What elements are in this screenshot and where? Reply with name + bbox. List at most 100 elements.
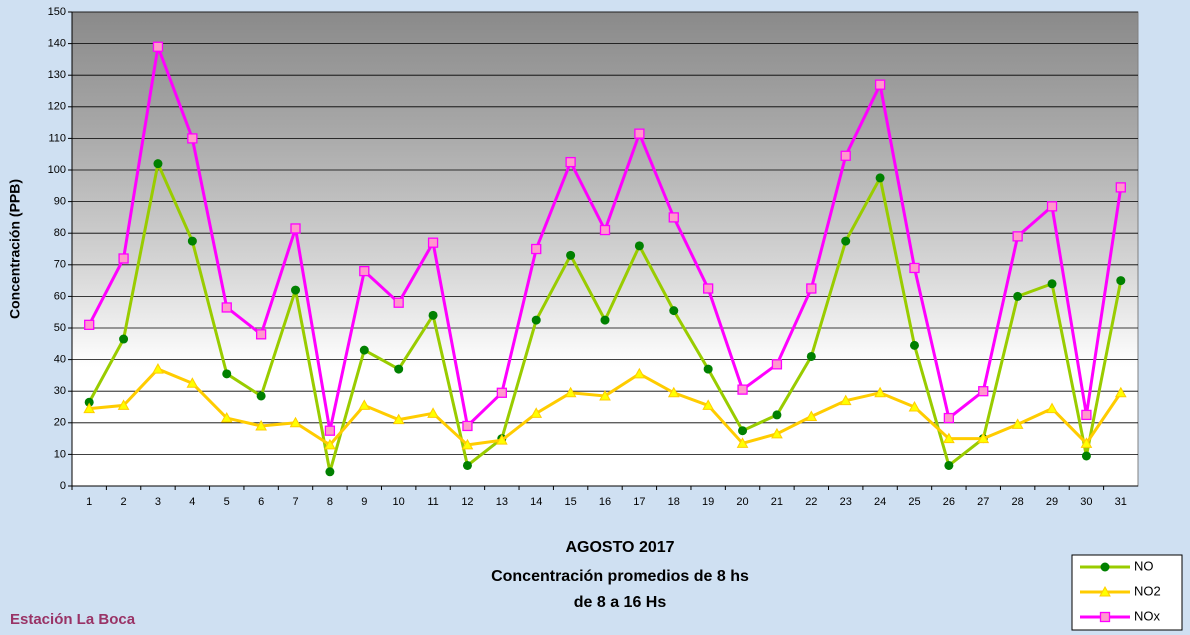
data-point: [84, 319, 95, 330]
data-point: [359, 265, 370, 277]
data-point: [531, 243, 542, 255]
data-point: [702, 399, 715, 410]
data-point: [599, 224, 611, 236]
x-tick-label: 29: [1046, 496, 1058, 508]
data-point: [394, 364, 404, 374]
data-point: [806, 283, 817, 294]
data-point: [393, 297, 404, 308]
data-point: [977, 432, 990, 444]
x-tick-label: 19: [702, 496, 714, 508]
x-tick-label: 13: [496, 496, 508, 508]
data-point: [359, 345, 369, 355]
data-point: [771, 359, 783, 370]
legend-label: NO2: [1134, 583, 1161, 598]
legend-label: NO: [1134, 558, 1154, 573]
station-label: Estación La Boca: [10, 611, 136, 628]
data-point: [1080, 437, 1093, 448]
data-point: [737, 384, 748, 395]
data-point: [875, 173, 885, 183]
data-point: [566, 250, 576, 260]
x-tick-label: 2: [121, 496, 127, 508]
data-point: [255, 329, 267, 340]
x-tick-label: 25: [908, 496, 920, 508]
data-point: [256, 391, 266, 401]
y-tick-label: 130: [48, 69, 66, 81]
y-tick-label: 50: [54, 322, 66, 334]
data-point: [324, 438, 336, 450]
data-point: [736, 437, 749, 448]
data-point: [806, 351, 816, 361]
x-tick-label: 1: [86, 496, 92, 508]
x-tick-label: 31: [1115, 496, 1127, 508]
data-point: [530, 407, 543, 418]
data-point: [599, 389, 611, 401]
legend-marker: [1099, 585, 1111, 597]
y-axis-title: Concentración (PPB): [7, 179, 23, 319]
data-point: [1047, 279, 1057, 289]
data-point: [771, 427, 783, 439]
x-tick-label: 24: [874, 496, 886, 508]
data-point: [220, 412, 233, 423]
x-tick-label: 30: [1080, 496, 1092, 508]
chart-subtitle: Concentración promedios de 8 hs: [491, 568, 749, 585]
data-point: [840, 150, 851, 161]
data-point: [874, 79, 886, 90]
data-point: [118, 253, 129, 264]
data-point: [1114, 386, 1127, 398]
data-point: [392, 413, 405, 425]
x-tick-label: 22: [805, 496, 817, 508]
data-point: [325, 467, 335, 477]
data-point: [187, 236, 197, 246]
y-tick-label: 60: [54, 290, 66, 302]
plot-area: [71, 11, 1139, 487]
data-point: [564, 386, 577, 398]
x-tick-label: 7: [292, 496, 298, 508]
data-point: [1011, 418, 1024, 429]
x-tick-label: 17: [633, 496, 645, 508]
data-point: [461, 438, 474, 450]
data-point: [839, 394, 852, 406]
data-point: [84, 397, 94, 407]
y-tick-label: 120: [48, 101, 66, 113]
data-point: [186, 377, 199, 388]
y-tick-label: 100: [48, 164, 66, 176]
x-tick-label: 26: [943, 496, 955, 508]
data-point: [462, 460, 472, 470]
data-point: [908, 400, 921, 412]
data-point: [703, 364, 713, 374]
x-tick-label: 6: [258, 496, 264, 508]
y-tick-label: 0: [60, 480, 66, 492]
x-tick-label: 8: [327, 496, 333, 508]
x-tick-label: 15: [564, 496, 576, 508]
data-point: [978, 386, 989, 397]
x-tick-label: 23: [840, 496, 852, 508]
data-point: [909, 340, 919, 350]
data-point: [255, 419, 267, 431]
x-tick-label: 20: [736, 496, 748, 508]
data-point: [668, 212, 679, 223]
data-point: [667, 386, 680, 398]
x-tick-label: 12: [461, 496, 473, 508]
data-point: [1046, 201, 1058, 212]
data-point: [738, 426, 748, 436]
data-point: [1046, 402, 1058, 414]
chart-subtitle: de 8 a 16 Hs: [574, 594, 667, 611]
data-point: [634, 128, 645, 139]
data-point: [703, 283, 714, 294]
data-point: [669, 306, 679, 316]
data-point: [222, 369, 232, 379]
chart-title: AGOSTO 2017: [565, 539, 674, 556]
x-tick-label: 27: [977, 496, 989, 508]
x-tick-label: 10: [393, 496, 405, 508]
data-point: [600, 315, 610, 325]
data-point: [909, 262, 920, 274]
x-tick-label: 4: [189, 496, 195, 508]
x-tick-label: 18: [668, 496, 680, 508]
data-point: [1013, 291, 1023, 301]
y-tick-label: 20: [54, 417, 66, 429]
data-point: [289, 416, 302, 428]
x-tick-label: 28: [1012, 496, 1024, 508]
x-tick-label: 11: [427, 496, 438, 508]
y-tick-label: 10: [54, 448, 66, 460]
data-point: [841, 236, 851, 246]
